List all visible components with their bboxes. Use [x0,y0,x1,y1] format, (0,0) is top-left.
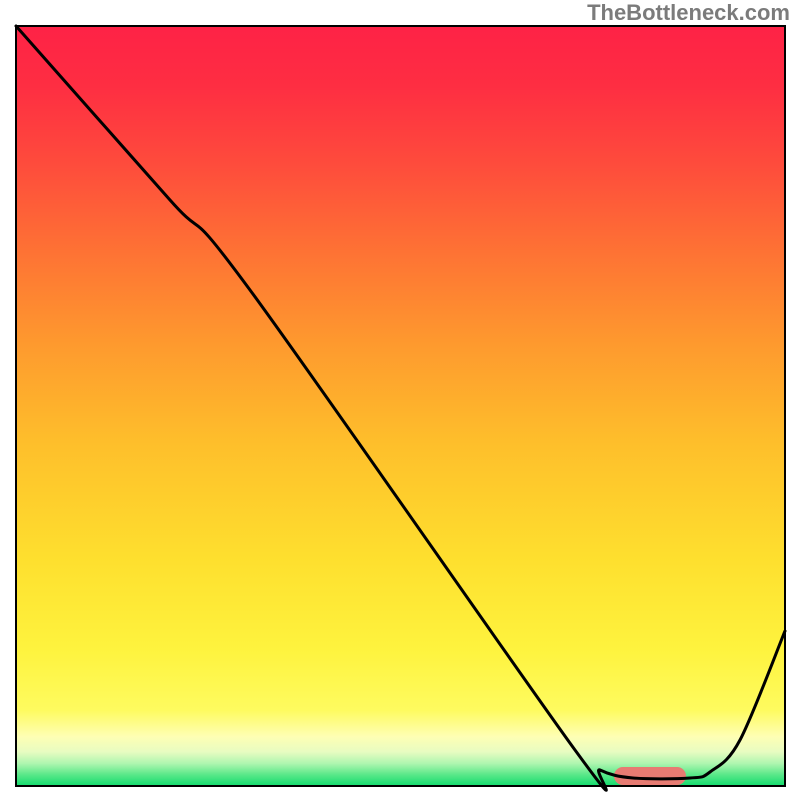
bottleneck-chart: TheBottleneck.com [0,0,800,800]
watermark-text: TheBottleneck.com [587,0,790,26]
chart-svg [0,0,800,800]
gradient-background [16,26,785,786]
